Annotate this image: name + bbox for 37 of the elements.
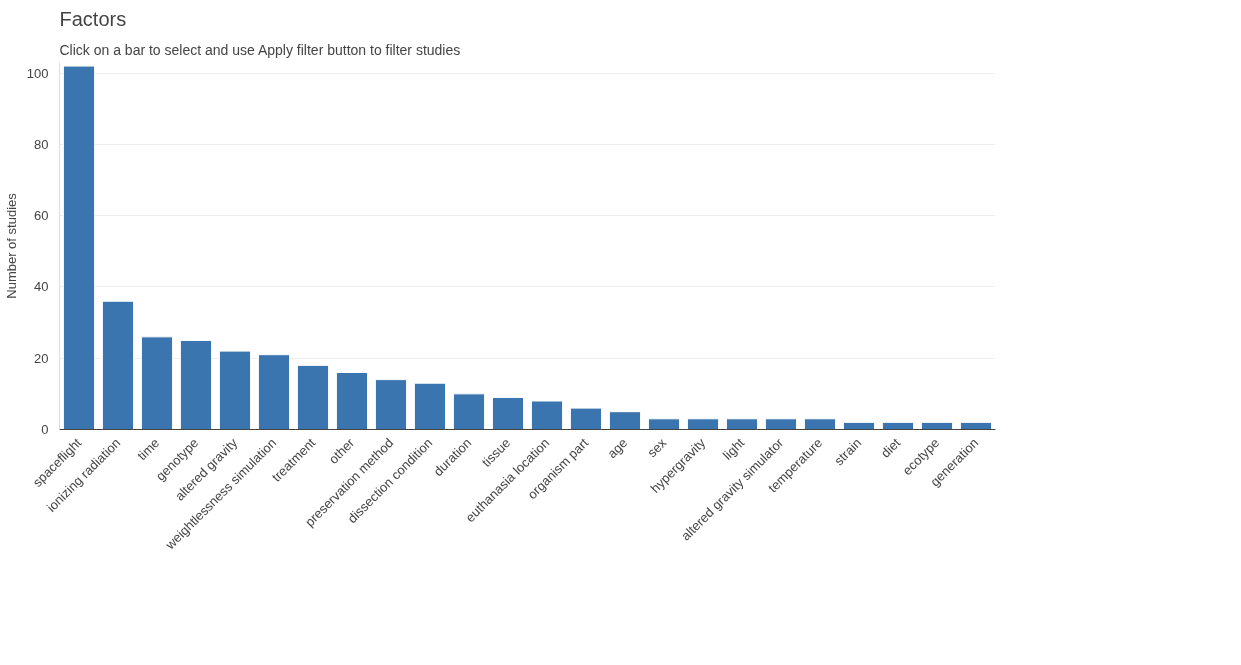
bar (218, 350, 252, 430)
bar (803, 418, 837, 430)
y-axis-title: Number of studies (3, 192, 19, 299)
bar (569, 407, 603, 430)
bar (530, 400, 564, 430)
x-tick-label: age (604, 435, 631, 462)
chart-subtitle: Click on a bar to select and use Apply filter button to filter studies (59, 41, 461, 58)
bar (257, 354, 291, 430)
y-tick-label: 20 (34, 350, 49, 366)
x-tick-label: time (134, 435, 163, 464)
bar (686, 418, 720, 430)
bar (491, 396, 525, 430)
bar (881, 421, 915, 430)
y-tick-label: 0 (41, 422, 49, 437)
y-tick-label: 40 (34, 279, 49, 295)
y-tick-label: 100 (26, 65, 49, 81)
bar (179, 339, 213, 430)
x-tick-label: diet (877, 434, 904, 461)
bar (101, 300, 135, 430)
bar (335, 371, 369, 430)
bar (62, 65, 96, 430)
chart-title: Factors (59, 7, 127, 30)
bar (647, 418, 681, 430)
bar (920, 421, 954, 430)
bar (608, 411, 642, 430)
bar (725, 418, 759, 430)
bar (296, 364, 330, 430)
bar (413, 382, 447, 430)
x-tick-label: light (719, 434, 748, 463)
bar (452, 393, 486, 430)
y-tick-label: 80 (34, 136, 49, 152)
bar (374, 379, 408, 430)
bar (959, 421, 993, 430)
bar (764, 418, 798, 430)
y-tick-label: 60 (34, 208, 49, 224)
bar (842, 421, 876, 430)
bar (140, 336, 174, 430)
